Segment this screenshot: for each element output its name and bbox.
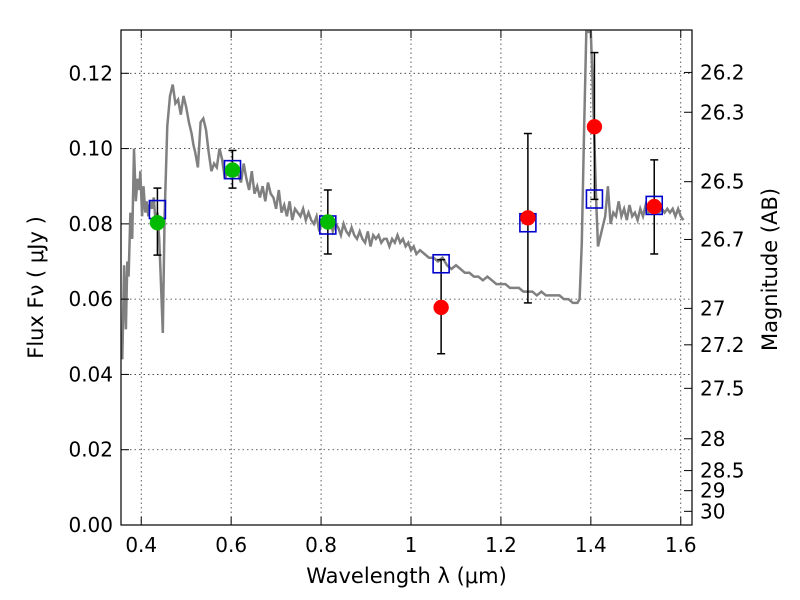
- y2-tick-label: 26.5: [700, 170, 745, 194]
- data-series-layer: [148, 51, 664, 355]
- model-photometry-point: [432, 253, 450, 274]
- y-axis-ticks: 0.00 0.02 0.04 0.06 0.08 0.10 0.12: [68, 61, 129, 537]
- y2-tick-label: 27.5: [700, 376, 745, 400]
- x-tick-label: 0.6: [215, 533, 247, 557]
- x-tick-label: 0.8: [305, 533, 337, 557]
- y2-tick-label: 26.3: [700, 100, 745, 124]
- y-axis-label: Flux Fν ( μJy ): [24, 216, 48, 359]
- grid-lines: [121, 30, 692, 526]
- observed-flux-point: [149, 214, 166, 231]
- x-tick-label: 1: [405, 533, 418, 557]
- y2-tick-label: 26.2: [700, 60, 745, 84]
- y2-axis-label: Magnitude (AB): [758, 188, 782, 351]
- observed-flux-point: [520, 210, 536, 226]
- observed-flux-point: [224, 162, 241, 178]
- observed-flux-point: [433, 299, 449, 316]
- y2-tick-label: 28.5: [700, 459, 745, 483]
- model-photometry-point: [223, 159, 242, 180]
- y2-tick-label: 27.2: [700, 333, 745, 357]
- observed-flux-point: [320, 214, 336, 230]
- y2-tick-label: 30: [700, 499, 725, 523]
- y2-tick-label: 27: [700, 296, 725, 320]
- x-tick-label: 1.2: [485, 533, 517, 557]
- y2-tick-label: 29: [700, 479, 725, 503]
- y-tick-label: 0.08: [68, 212, 113, 236]
- y-tick-label: 0.06: [68, 287, 113, 311]
- y-tick-label: 0.02: [68, 438, 113, 462]
- x-tick-label: 0.4: [125, 533, 157, 557]
- model-spectrum-layer: [121, 30, 685, 360]
- model-spectrum-line: [121, 30, 685, 360]
- x-axis-label: Wavelength λ (μm): [306, 564, 507, 588]
- x-axis-ticks: 0.4 0.6 0.8 1 1.2 1.4 1.6: [125, 30, 697, 557]
- observed-flux-point: [646, 198, 662, 215]
- y-tick-label: 0.04: [68, 362, 113, 386]
- x-tick-label: 1.4: [575, 533, 607, 557]
- y-tick-label: 0.12: [68, 61, 113, 85]
- model-photometry-point: [645, 195, 664, 216]
- y2-tick-label: 26.7: [700, 227, 745, 251]
- y-tick-label: 0.00: [68, 513, 113, 537]
- x-tick-label: 1.6: [665, 533, 697, 557]
- model-photometry-point: [585, 189, 604, 209]
- plot-frame: [120, 29, 693, 526]
- y2-tick-label: 28: [700, 427, 725, 451]
- observed-flux-point: [586, 118, 603, 135]
- y-tick-label: 0.10: [68, 137, 113, 161]
